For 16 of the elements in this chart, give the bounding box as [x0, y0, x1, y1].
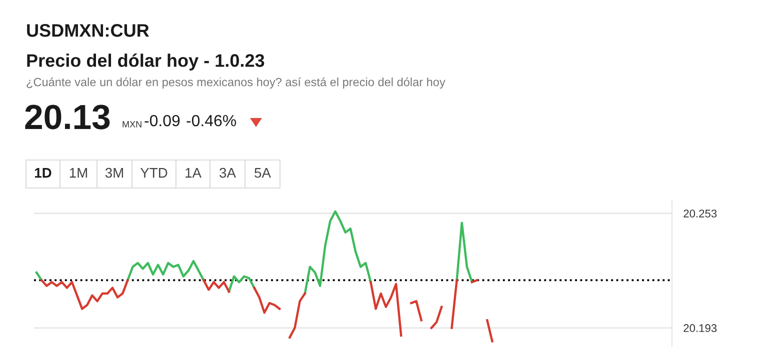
text: 1D — [35, 168, 52, 178]
text: 1A — [186, 168, 202, 178]
text: -0.46% — [186, 114, 236, 126]
text: 5A — [254, 168, 271, 178]
text: 3M — [105, 168, 124, 178]
text: 20.13 — [25, 104, 110, 130]
text: 1M — [70, 168, 88, 178]
text: 3A — [220, 168, 236, 178]
y-tick-label: 20.193 — [684, 324, 717, 332]
chart-title: USDMXN:CUR — [27, 24, 150, 37]
chart-subtitle: Precio del dólar hoy - 1.0.23 — [27, 54, 264, 70]
text: MXN — [122, 121, 142, 128]
y-tick-label: 20.253 — [684, 210, 717, 218]
text: -0.09 — [144, 114, 180, 126]
text: ¿Cuánte vale un dólar en pesos mexicanos hoy? así está el precio del dólar hoy — [26, 77, 446, 89]
text: YTD — [140, 168, 168, 178]
